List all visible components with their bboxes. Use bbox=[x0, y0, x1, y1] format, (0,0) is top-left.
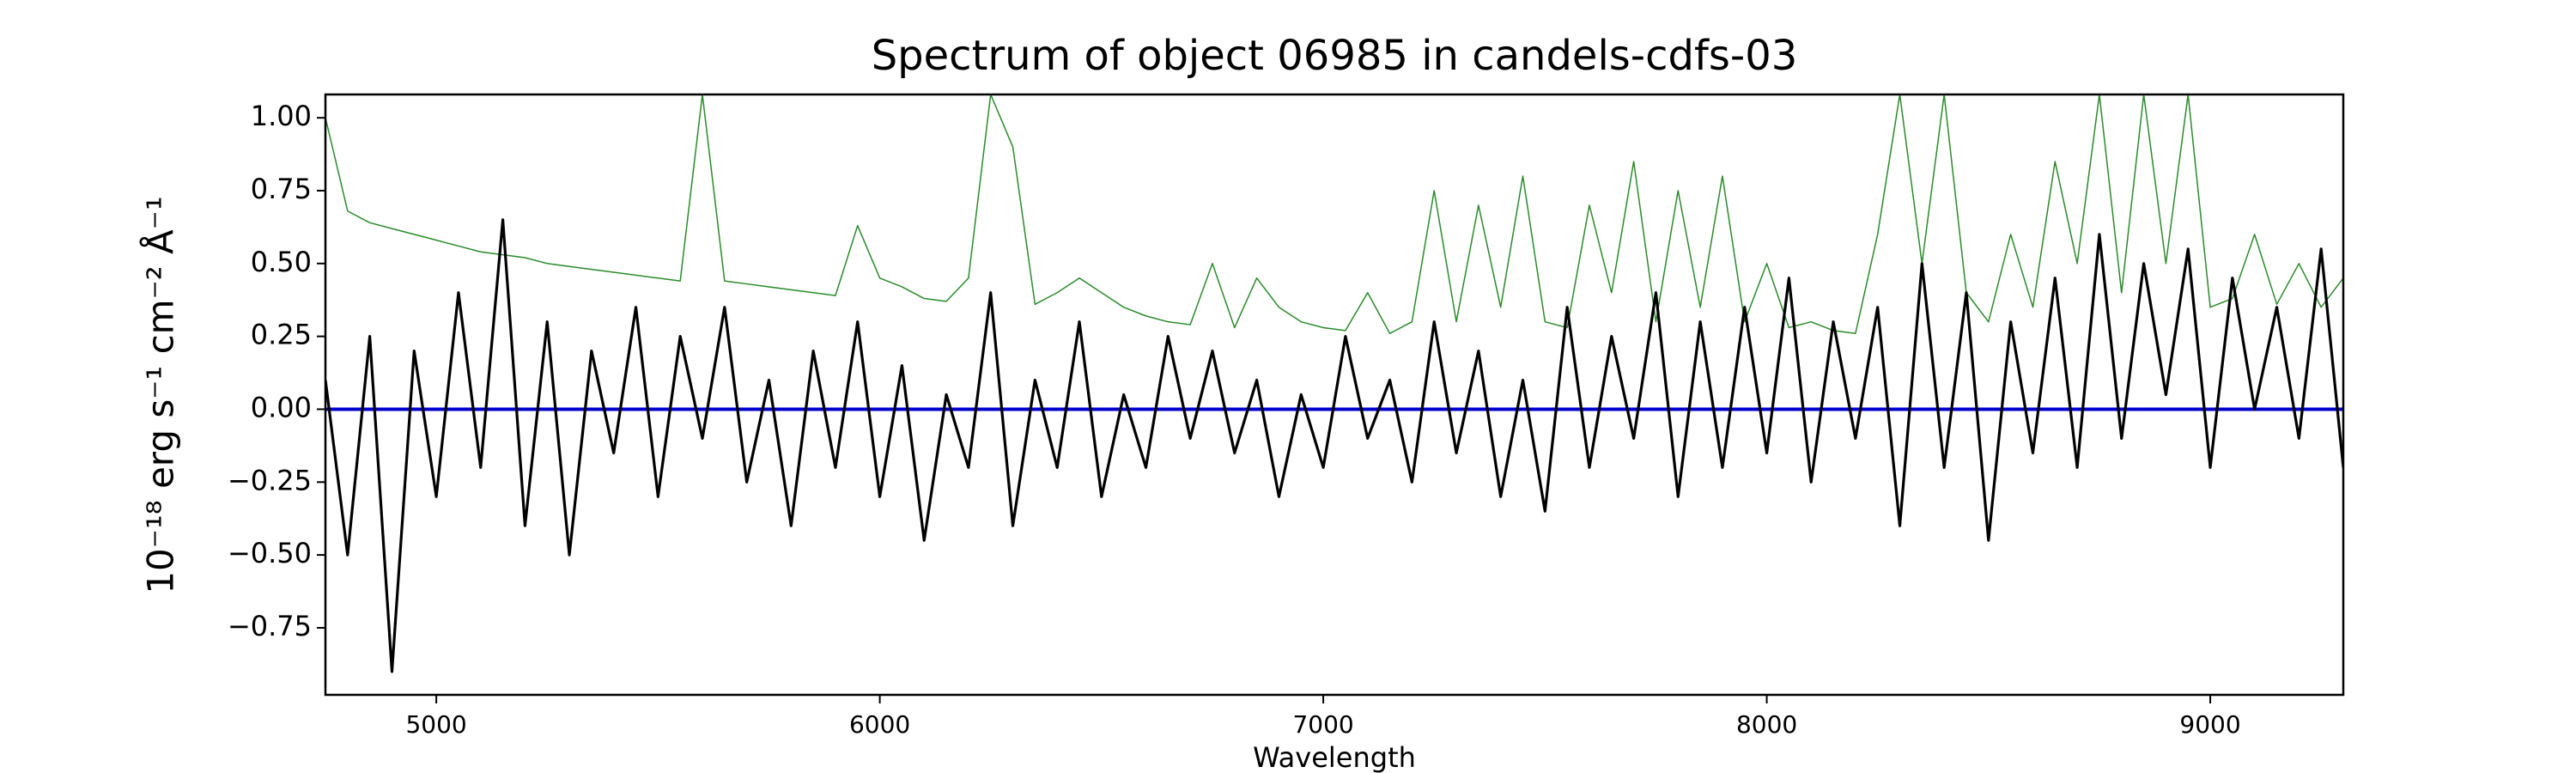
series-line bbox=[325, 218, 2343, 673]
y-axis-label: 10⁻¹⁸ erg s⁻¹ cm⁻² Å⁻¹ bbox=[139, 196, 182, 593]
y-tick-label: −0.50 bbox=[228, 537, 312, 569]
plot-frame bbox=[324, 93, 2345, 697]
plot-area bbox=[325, 94, 2343, 673]
series-line bbox=[325, 94, 2343, 334]
y-tick-label: 0.50 bbox=[251, 246, 312, 278]
x-tick-label: 7000 bbox=[1292, 710, 1353, 739]
y-tick-label: 1.00 bbox=[251, 100, 312, 132]
y-tick-label: 0.00 bbox=[251, 391, 312, 423]
x-tick-label: 9000 bbox=[2179, 710, 2240, 739]
x-tick-label: 8000 bbox=[1736, 710, 1797, 739]
chart-title: Spectrum of object 06985 in candels-cdfs… bbox=[872, 32, 1798, 80]
y-tick-label: 0.25 bbox=[251, 319, 312, 351]
y-tick-label: 0.75 bbox=[251, 173, 312, 205]
x-tick-label: 6000 bbox=[849, 710, 910, 739]
x-axis-label: Wavelength bbox=[1253, 741, 1416, 773]
y-tick-label: −0.25 bbox=[228, 464, 312, 496]
y-tick-label: −0.75 bbox=[228, 610, 312, 642]
x-tick-label: 5000 bbox=[405, 710, 466, 739]
